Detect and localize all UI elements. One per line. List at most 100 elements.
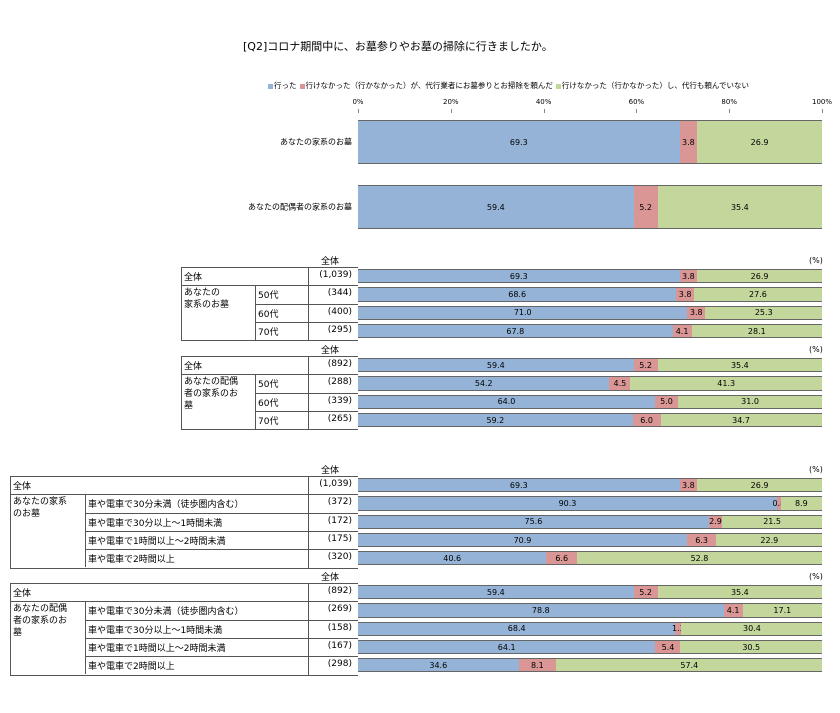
legend-swatch-1 [268, 83, 273, 89]
data-label: 0.8 [772, 498, 786, 508]
data-label: 22.9 [760, 535, 779, 545]
bar-segment: 35.4 [657, 585, 822, 600]
row-label: 車や電車で30分未満（徒歩圏内含む） [88, 607, 244, 618]
table-line [85, 512, 358, 514]
category-label: あなたの配偶者の家系のお墓 [248, 202, 352, 212]
data-label: 17.1 [773, 605, 792, 615]
data-label: 5.0 [660, 397, 673, 407]
sample-size: (1,039) [319, 270, 352, 280]
table-line [308, 476, 309, 568]
sample-size: (344) [327, 288, 352, 299]
sample-size: (372) [327, 497, 352, 508]
sample-size: (158) [327, 622, 352, 633]
data-label: 59.4 [486, 360, 505, 370]
bar-segment: 59.4 [358, 185, 634, 229]
data-label: 6.6 [555, 553, 569, 563]
data-label: 59.4 [486, 587, 505, 597]
data-label: 71.0 [513, 308, 532, 318]
bar-segment: 30.4 [681, 621, 823, 636]
table-line [85, 619, 358, 621]
bar-segment: 59.2 [358, 412, 633, 428]
sample-size: (295) [327, 324, 352, 335]
bar-segment: 27.6 [693, 287, 822, 302]
data-label: 8.9 [794, 498, 808, 508]
legend-label-1: 行った [274, 81, 297, 90]
row-label: 車や電車で30分未満（徒歩圏内含む） [88, 500, 244, 511]
total-label: 全体 [13, 589, 32, 599]
row-label: 車や電車で1時間以上～2時間未満 [88, 536, 226, 547]
total-label: 全体 [184, 362, 203, 372]
axis-tick-label: 60% [628, 98, 645, 106]
data-label: 2.9 [709, 517, 722, 527]
row-label: 60代 [258, 309, 279, 320]
table-line [308, 583, 309, 675]
bar-segment: 34.6 [358, 658, 519, 673]
data-label: 41.3 [717, 378, 736, 388]
axis-tick-mark [729, 109, 731, 113]
data-label: 1.3 [672, 624, 685, 634]
unit-label: (%) [809, 256, 823, 265]
category-label: あなたの家系のお墓 [280, 137, 352, 147]
bar-segment: 17.1 [742, 603, 822, 618]
group-label: あなたの 家系のお墓 [184, 288, 230, 311]
bar-segment: 1.3 [672, 621, 685, 636]
sample-size: (1,039) [319, 479, 352, 489]
bar-segment: 3.8 [679, 478, 698, 493]
bar-segment: 90.3 [358, 496, 777, 511]
data-label: 26.9 [750, 271, 769, 281]
data-label: 31.0 [741, 397, 759, 407]
table-line [10, 601, 358, 603]
sample-size: (400) [327, 306, 352, 317]
bar-segment: 70.9 [358, 532, 687, 548]
data-label: 3.8 [678, 289, 692, 299]
group-label: あなたの配偶 者の家系のお 墓 [184, 377, 239, 412]
table-line [10, 583, 358, 584]
table-line [85, 656, 358, 658]
sample-size: (265) [327, 413, 352, 424]
data-label: 26.9 [750, 137, 769, 147]
row-label: 60代 [258, 398, 279, 409]
bar-segment: 68.4 [358, 621, 676, 636]
data-label: 30.4 [743, 624, 761, 634]
table-line [10, 476, 11, 568]
data-label: 3.8 [681, 480, 695, 490]
data-label: 75.6 [524, 517, 543, 527]
table-line [255, 374, 256, 430]
bar-segment: 30.5 [680, 639, 822, 655]
bar-segment: 78.8 [358, 603, 724, 618]
unit-label: (%) [809, 572, 823, 581]
table-line [255, 410, 358, 412]
data-label: 3.8 [689, 308, 703, 318]
bar-segment: 6.6 [546, 551, 577, 566]
axis-tick-label: 0% [352, 98, 364, 106]
bar-segment: 67.8 [358, 323, 673, 339]
bar-segment: 40.6 [358, 551, 547, 566]
sample-size: (167) [327, 640, 352, 651]
total-label: 全体 [184, 273, 203, 283]
bar-segment: 8.1 [518, 658, 557, 673]
bar-segment: 5.2 [633, 358, 658, 373]
axis-tick-mark [636, 109, 638, 113]
data-label: 68.6 [508, 289, 527, 299]
legend-label-2: 行けなかった（行かなかった）が、代行業者にお墓参りとお掃除を頼んだ [305, 81, 553, 90]
data-label: 3.8 [681, 271, 695, 281]
bar-segment: 75.6 [358, 514, 709, 529]
data-label: 5.4 [661, 642, 675, 652]
bar-segment: 34.7 [660, 412, 822, 428]
data-label: 8.1 [530, 660, 544, 670]
bar-segment: 59.4 [358, 358, 634, 373]
bar-segment: 71.0 [358, 305, 688, 320]
table-line [10, 674, 358, 676]
table-line [255, 321, 358, 323]
table-line [85, 549, 358, 551]
data-label: 6.3 [695, 535, 708, 545]
group-label: あなたの家系 のお墓 [13, 497, 68, 520]
bar-segment: 28.1 [691, 323, 822, 339]
data-label: 69.3 [509, 137, 528, 147]
bar-segment: 3.8 [687, 305, 706, 320]
bar-segment: 57.4 [556, 658, 823, 673]
data-label: 21.5 [763, 517, 782, 527]
bar-segment: 5.4 [655, 639, 681, 655]
group-label: あなたの配偶 者の家系のお 墓 [13, 604, 68, 639]
bar-segment: 68.6 [358, 287, 677, 302]
